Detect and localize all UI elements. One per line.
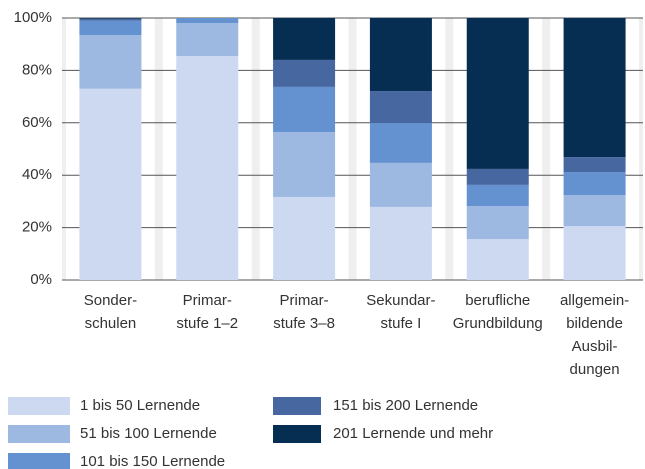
bar-segment: [369, 91, 432, 124]
bar-segment: [79, 35, 142, 89]
plot-background: [62, 18, 643, 280]
x-tick-label: allgemein-bildende Ausbil-dungen: [560, 292, 629, 378]
bar-segment: [273, 196, 336, 280]
bar-segment: [79, 20, 142, 36]
y-tick-label: 100%: [14, 9, 52, 26]
x-tick-line: stufe 3–8: [273, 315, 335, 332]
y-tick-label: 20%: [22, 219, 52, 236]
bar-segment: [176, 18, 239, 23]
bar-segment: [273, 131, 336, 197]
x-tick-line: stufe I: [380, 315, 421, 332]
legend-label: 151 bis 200 Lernende: [333, 397, 478, 414]
bar-segment: [369, 162, 432, 207]
x-tick-label: berufliche Grundbildung: [453, 292, 543, 332]
y-tick-label: 40%: [22, 166, 52, 183]
y-tick-label: 0%: [30, 271, 52, 288]
x-tick-line: Sonder-: [84, 292, 137, 309]
bar-segment: [466, 239, 529, 280]
x-tick-line: berufliche: [465, 292, 530, 309]
legend-label: 1 bis 50 Lernende: [80, 397, 200, 414]
legend-label: 51 bis 100 Lernende: [80, 425, 217, 442]
legend-label: 101 bis 150 Lernende: [80, 453, 225, 469]
x-tick-line: stufe 1–2: [176, 315, 238, 332]
y-tick-label: 60%: [22, 114, 52, 131]
x-tick-label: Sekundar-stufe I: [366, 292, 435, 332]
legend-swatch: [273, 425, 321, 443]
bar-segment: [563, 226, 626, 280]
bar-segment: [79, 18, 142, 21]
x-tick-line: bildende: [566, 315, 623, 332]
bar-segment: [563, 172, 626, 196]
bar-segment: [466, 168, 529, 185]
x-tick-label: Primar-stufe 1–2: [176, 292, 238, 332]
x-tick-line: Primar-: [279, 292, 328, 309]
bar-segment: [563, 18, 626, 158]
bar-segment: [563, 195, 626, 227]
bar-segment: [466, 18, 529, 169]
bar-segment: [369, 206, 432, 280]
x-tick-line: Ausbil-: [572, 338, 618, 355]
bar-segment: [79, 18, 142, 19]
bar-segment: [176, 55, 239, 280]
bar-segment: [466, 184, 529, 207]
x-tick-line: Sekundar-: [366, 292, 435, 309]
x-tick-line: dungen: [570, 361, 620, 378]
legend-swatch: [273, 397, 321, 415]
y-tick-label: 80%: [22, 61, 52, 78]
bar-segment: [369, 18, 432, 92]
bar-segment: [176, 22, 239, 56]
x-tick-label: Primar-stufe 3–8: [273, 292, 335, 332]
legend-swatch: [8, 397, 70, 415]
x-tick-line: Grundbildung: [453, 315, 543, 332]
bar-segment: [79, 88, 142, 281]
bar-segment: [273, 59, 336, 87]
bar-segment: [466, 206, 529, 240]
bar-segment: [369, 123, 432, 163]
x-tick-line: Primar-: [183, 292, 232, 309]
x-tick-line: allgemein-: [560, 292, 629, 309]
bar-segment: [273, 86, 336, 132]
bar-segment: [273, 18, 336, 60]
legend-swatch: [8, 453, 70, 469]
bar-segment: [563, 157, 626, 173]
legend-swatch: [8, 425, 70, 443]
x-tick-label: Sonder-schulen: [84, 292, 137, 332]
x-tick-line: schulen: [85, 315, 137, 332]
legend-label: 201 Lernende und mehr: [333, 425, 493, 442]
